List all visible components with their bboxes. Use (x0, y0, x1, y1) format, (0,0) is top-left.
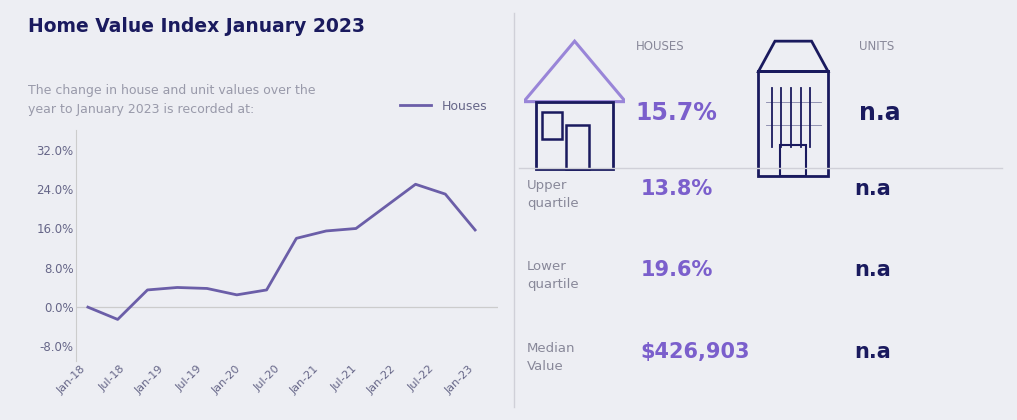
Bar (780, 145, 806, 176)
Bar (536, 102, 613, 169)
Text: 13.8%: 13.8% (641, 178, 713, 199)
Bar (566, 125, 589, 169)
Text: n.a: n.a (854, 178, 891, 199)
Text: Median
Value: Median Value (527, 342, 576, 373)
Text: 15.7%: 15.7% (636, 101, 718, 125)
Text: n.a: n.a (854, 260, 891, 281)
Text: Upper
quartile: Upper quartile (527, 178, 579, 210)
Text: The change in house and unit values over the
year to January 2023 is recorded at: The change in house and unit values over… (28, 84, 316, 116)
Text: Home Value Index January 2023: Home Value Index January 2023 (28, 17, 365, 36)
Text: HOUSES: HOUSES (636, 40, 684, 53)
Text: 19.6%: 19.6% (641, 260, 713, 281)
Text: Lower
quartile: Lower quartile (527, 260, 579, 291)
Text: n.a: n.a (854, 342, 891, 362)
Text: n.a: n.a (859, 101, 901, 125)
Text: $426,903: $426,903 (641, 342, 751, 362)
Bar (759, 71, 828, 176)
Text: UNITS: UNITS (859, 40, 895, 53)
Legend: Houses: Houses (396, 95, 492, 118)
Bar (542, 112, 562, 139)
